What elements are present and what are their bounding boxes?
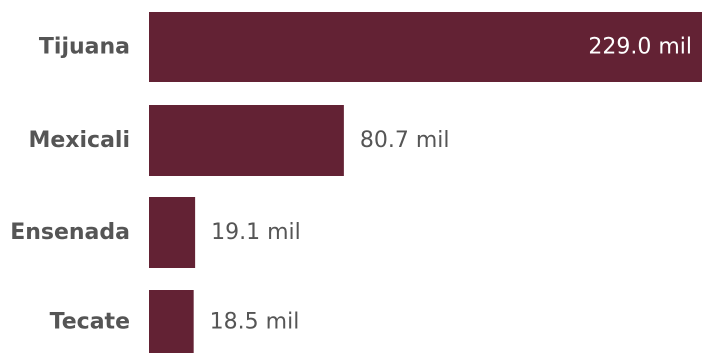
bar (149, 12, 702, 82)
bar-group-ensenada: Ensenada 19.1 mil (10, 197, 301, 268)
bar (149, 197, 196, 268)
category-label: Tecate (50, 310, 130, 335)
value-label: 80.7 mil (360, 128, 450, 153)
bar-group-mexicali: Mexicali 80.7 mil (28, 105, 450, 176)
value-label: 18.5 mil (210, 310, 300, 335)
bar (149, 290, 194, 353)
category-label: Mexicali (28, 128, 130, 153)
value-label: 19.1 mil (211, 220, 301, 245)
category-label: Ensenada (10, 220, 130, 245)
bar-group-tecate: Tecate 18.5 mil (50, 290, 300, 353)
bar-group-tijuana: Tijuana 229.0 mil (39, 12, 702, 82)
bar (149, 105, 344, 176)
value-label: 229.0 mil (588, 35, 692, 60)
category-label: Tijuana (39, 35, 130, 60)
